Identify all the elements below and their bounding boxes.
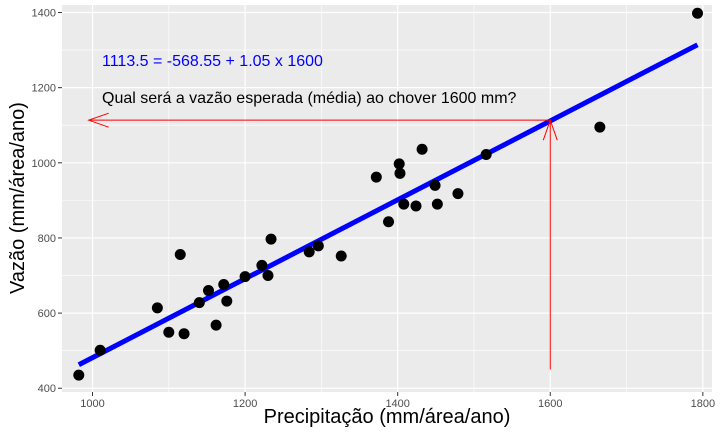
data-point <box>193 297 205 309</box>
data-point <box>480 149 492 161</box>
data-point <box>370 171 382 183</box>
x-axis-title: Precipitação (mm/área/ano) <box>264 406 511 428</box>
data-point <box>335 250 347 262</box>
data-point <box>174 248 186 260</box>
data-point <box>202 285 214 297</box>
data-point <box>431 198 443 210</box>
x-tick-label: 1400 <box>385 398 409 410</box>
data-point <box>452 188 464 200</box>
data-point <box>239 271 251 283</box>
y-tick-label: 800 <box>38 233 56 245</box>
data-point <box>163 326 175 338</box>
grid-major <box>62 5 712 392</box>
y-axis-title: Vazão (mm/área/ano) <box>7 102 29 294</box>
data-point <box>303 246 315 258</box>
x-axis-ticks: 1000 1200 1400 1600 1800 <box>80 392 715 410</box>
prediction-arrows <box>87 112 558 370</box>
equation-annotation: 1113.5 = -568.55 + 1.05 x 1600 <box>102 53 323 70</box>
data-point <box>393 158 405 170</box>
data-point <box>262 270 274 282</box>
horizontal-arrowhead <box>87 112 109 128</box>
data-point <box>218 279 230 291</box>
y-tick-label: 400 <box>38 383 56 395</box>
data-point <box>210 319 222 331</box>
x-tick-label: 1200 <box>233 398 257 410</box>
x-tick-label: 1600 <box>538 398 562 410</box>
y-axis-ticks: 400 600 800 1000 1200 1400 <box>32 8 62 395</box>
data-point <box>416 143 428 155</box>
data-point <box>256 259 268 271</box>
x-tick-label: 1800 <box>691 398 715 410</box>
data-points <box>73 7 704 381</box>
y-tick-label: 1000 <box>32 158 56 170</box>
x-tick-label: 1000 <box>80 398 104 410</box>
data-point <box>178 328 190 340</box>
question-annotation: Qual será a vazão esperada (média) ao ch… <box>102 90 517 107</box>
data-point <box>312 240 324 252</box>
data-point <box>394 167 406 179</box>
data-point <box>221 295 233 307</box>
data-point <box>398 198 410 210</box>
y-tick-label: 600 <box>38 308 56 320</box>
data-point <box>94 344 106 356</box>
y-tick-label: 1400 <box>32 8 56 20</box>
data-point <box>383 216 395 228</box>
regression-layer <box>77 42 699 367</box>
data-point <box>73 369 85 381</box>
data-point <box>692 7 704 19</box>
data-point <box>594 121 606 133</box>
grid-minor <box>62 5 712 392</box>
y-tick-label: 1200 <box>32 83 56 95</box>
data-point <box>410 200 422 212</box>
data-point <box>265 233 277 245</box>
data-point <box>151 302 163 314</box>
data-point <box>429 179 441 191</box>
regression-line <box>77 42 699 367</box>
